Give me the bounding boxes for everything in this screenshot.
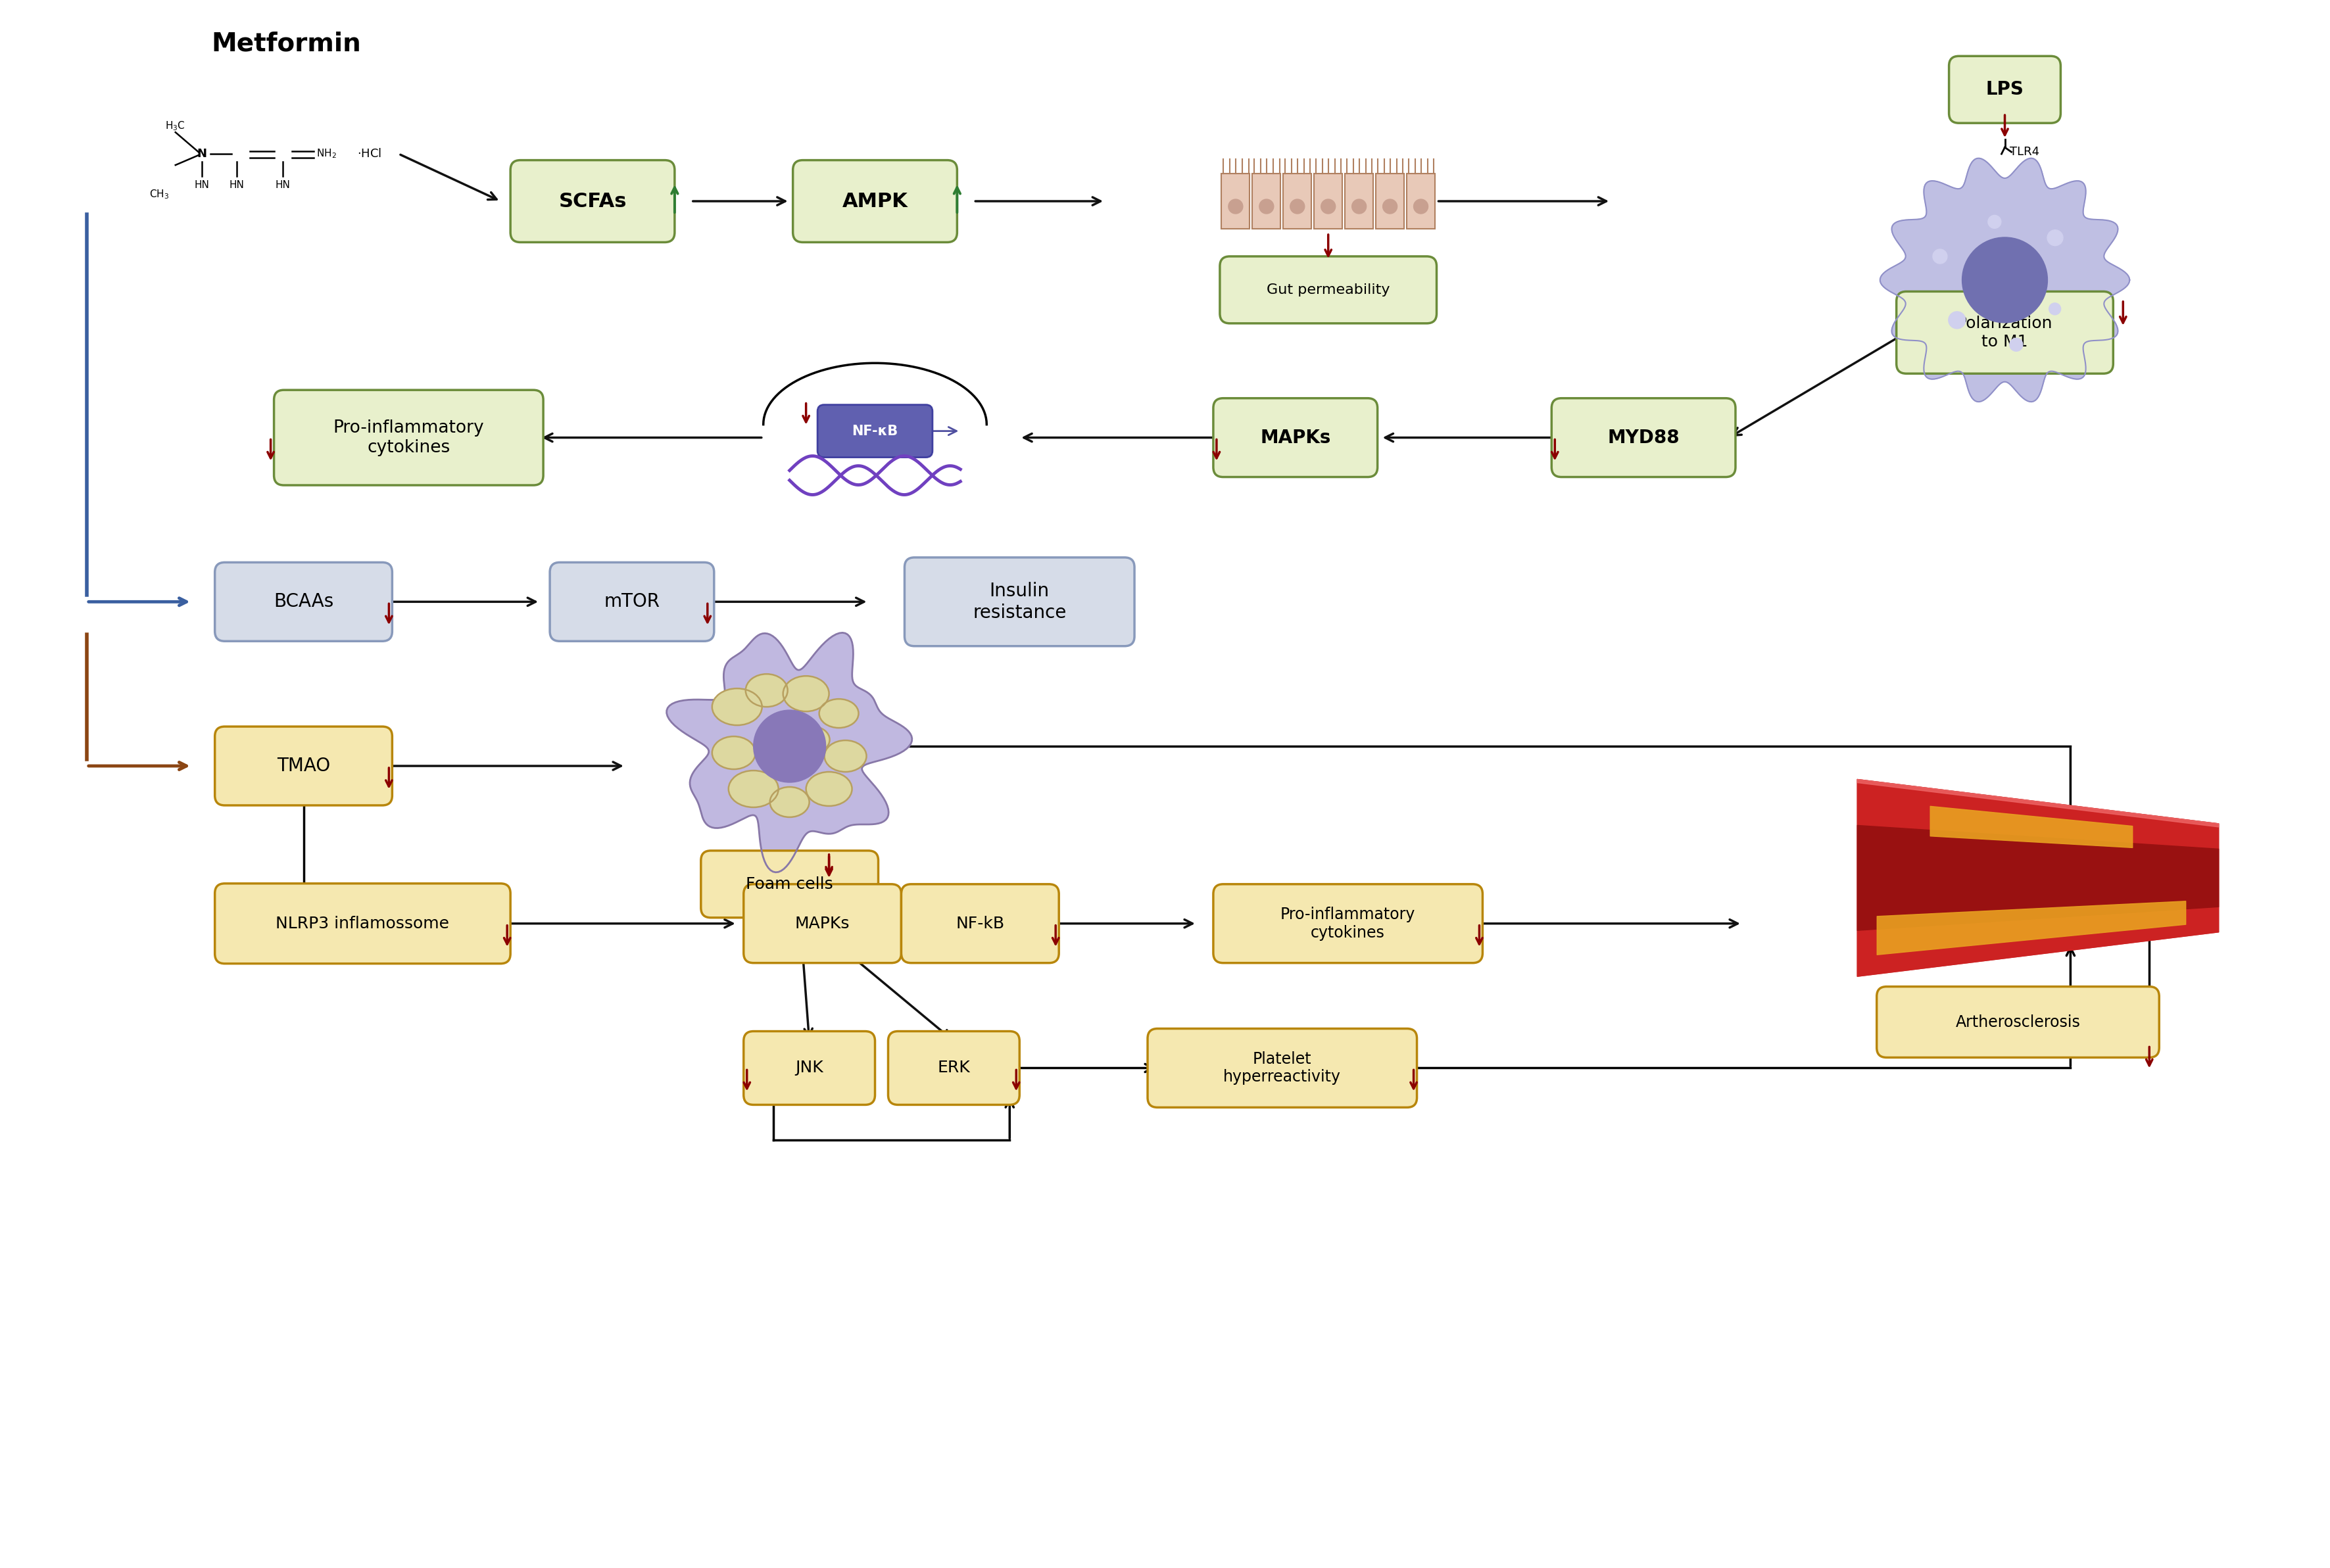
Text: HN: HN xyxy=(228,180,245,190)
FancyBboxPatch shape xyxy=(214,726,391,806)
Text: Artherosclerosis: Artherosclerosis xyxy=(1955,1014,2081,1030)
Circle shape xyxy=(1228,199,1242,213)
Polygon shape xyxy=(1880,158,2130,401)
Circle shape xyxy=(1987,215,2001,229)
Ellipse shape xyxy=(746,674,788,707)
FancyBboxPatch shape xyxy=(1149,1029,1417,1107)
Text: SCFAs: SCFAs xyxy=(559,191,627,210)
FancyBboxPatch shape xyxy=(743,884,902,963)
Text: Pro-inflammatory
cytokines: Pro-inflammatory cytokines xyxy=(1282,906,1414,941)
FancyBboxPatch shape xyxy=(550,563,713,641)
Ellipse shape xyxy=(769,787,809,817)
Ellipse shape xyxy=(713,688,762,726)
Text: NF-kB: NF-kB xyxy=(955,916,1004,931)
FancyBboxPatch shape xyxy=(792,160,958,241)
Text: TMAO: TMAO xyxy=(277,757,331,775)
Text: ERK: ERK xyxy=(937,1060,969,1076)
Ellipse shape xyxy=(825,740,867,771)
Circle shape xyxy=(1351,199,1365,213)
FancyBboxPatch shape xyxy=(1375,174,1405,229)
FancyBboxPatch shape xyxy=(1948,56,2060,122)
Ellipse shape xyxy=(713,737,755,770)
FancyBboxPatch shape xyxy=(1214,398,1377,477)
FancyBboxPatch shape xyxy=(214,563,391,641)
Text: NLRP3 inflamossome: NLRP3 inflamossome xyxy=(275,916,450,931)
Text: $\mathrm{H_3C}$: $\mathrm{H_3C}$ xyxy=(165,119,186,132)
FancyBboxPatch shape xyxy=(1284,174,1312,229)
Polygon shape xyxy=(666,633,911,872)
Text: MAPKs: MAPKs xyxy=(795,916,850,931)
FancyBboxPatch shape xyxy=(1897,292,2113,373)
FancyBboxPatch shape xyxy=(888,1032,1021,1105)
FancyBboxPatch shape xyxy=(1876,986,2160,1057)
Text: Polarization
to M1: Polarization to M1 xyxy=(1957,315,2053,350)
FancyBboxPatch shape xyxy=(904,558,1135,646)
FancyBboxPatch shape xyxy=(1314,174,1342,229)
Circle shape xyxy=(1414,199,1428,213)
FancyBboxPatch shape xyxy=(818,405,932,458)
Text: Insulin
resistance: Insulin resistance xyxy=(972,582,1067,621)
Ellipse shape xyxy=(729,770,778,808)
FancyBboxPatch shape xyxy=(1552,398,1736,477)
Text: NF-κB: NF-κB xyxy=(853,425,897,437)
Text: MYD88: MYD88 xyxy=(1608,428,1680,447)
Circle shape xyxy=(753,710,825,782)
Text: $\cdot$HCl: $\cdot$HCl xyxy=(356,147,382,160)
Circle shape xyxy=(2048,303,2060,315)
Circle shape xyxy=(1258,199,1275,213)
FancyBboxPatch shape xyxy=(1344,174,1372,229)
Circle shape xyxy=(1382,199,1398,213)
FancyBboxPatch shape xyxy=(510,160,676,241)
Text: mTOR: mTOR xyxy=(603,593,659,612)
Text: $\mathrm{CH_3}$: $\mathrm{CH_3}$ xyxy=(149,188,168,201)
FancyBboxPatch shape xyxy=(214,883,510,964)
FancyBboxPatch shape xyxy=(275,390,543,485)
Text: AMPK: AMPK xyxy=(841,191,909,210)
Text: TLR4: TLR4 xyxy=(2011,146,2039,158)
Text: HN: HN xyxy=(275,180,289,190)
Ellipse shape xyxy=(795,726,829,753)
Circle shape xyxy=(2011,339,2022,351)
Ellipse shape xyxy=(806,771,853,806)
Text: HN: HN xyxy=(193,180,210,190)
Text: MAPKs: MAPKs xyxy=(1261,428,1330,447)
Circle shape xyxy=(1962,237,2048,323)
Ellipse shape xyxy=(764,715,802,745)
FancyBboxPatch shape xyxy=(1214,884,1482,963)
FancyBboxPatch shape xyxy=(902,884,1058,963)
Circle shape xyxy=(1321,199,1335,213)
Circle shape xyxy=(1948,312,1967,329)
Text: LPS: LPS xyxy=(1985,80,2025,99)
Text: Gut permeability: Gut permeability xyxy=(1268,284,1391,296)
Text: JNK: JNK xyxy=(795,1060,822,1076)
FancyBboxPatch shape xyxy=(701,851,878,917)
Text: Pro-inflammatory
cytokines: Pro-inflammatory cytokines xyxy=(333,419,485,456)
FancyBboxPatch shape xyxy=(1221,174,1249,229)
Circle shape xyxy=(2048,230,2062,246)
FancyBboxPatch shape xyxy=(1221,256,1438,323)
Text: $\mathrm{NH_2}$: $\mathrm{NH_2}$ xyxy=(317,147,336,160)
Ellipse shape xyxy=(783,676,829,712)
Text: Platelet
hyperreactivity: Platelet hyperreactivity xyxy=(1223,1051,1342,1085)
FancyBboxPatch shape xyxy=(1251,174,1282,229)
Text: BCAAs: BCAAs xyxy=(273,593,333,612)
Circle shape xyxy=(1934,249,1948,263)
Text: Metformin: Metformin xyxy=(212,31,361,56)
FancyBboxPatch shape xyxy=(743,1032,876,1105)
Circle shape xyxy=(1291,199,1305,213)
Text: N: N xyxy=(196,147,207,160)
FancyBboxPatch shape xyxy=(1407,174,1435,229)
Text: Foam cells: Foam cells xyxy=(746,877,834,892)
Ellipse shape xyxy=(820,699,857,728)
